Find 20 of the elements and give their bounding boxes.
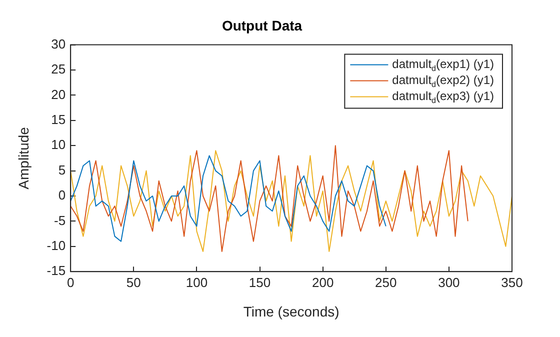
x-tick-label: 250	[375, 274, 397, 290]
x-tick-label: 150	[248, 274, 271, 290]
y-tick-label: 30	[51, 36, 66, 52]
y-tick-label: 20	[51, 86, 66, 102]
x-tick-label: 100	[186, 274, 208, 290]
chart-title: Output Data	[222, 17, 302, 34]
x-tick-label: 200	[312, 274, 334, 290]
y-tick-label: -15	[46, 263, 66, 278]
x-tick-label: 50	[126, 274, 141, 290]
y-tick-label: 10	[51, 137, 66, 152]
y-tick-label: 25	[51, 62, 66, 77]
y-tick-label: -5	[54, 212, 66, 228]
y-tick-label: 0	[58, 188, 66, 203]
x-axis-title: Time (seconds)	[243, 303, 340, 320]
y-tick-label: 15	[51, 112, 66, 127]
y-tick-label: 5	[58, 162, 66, 178]
y-axis-title: Amplitude	[15, 126, 32, 190]
x-tick-label: 300	[438, 274, 460, 290]
y-tick-label: -10	[46, 238, 66, 253]
x-tick-label: 350	[501, 274, 523, 290]
